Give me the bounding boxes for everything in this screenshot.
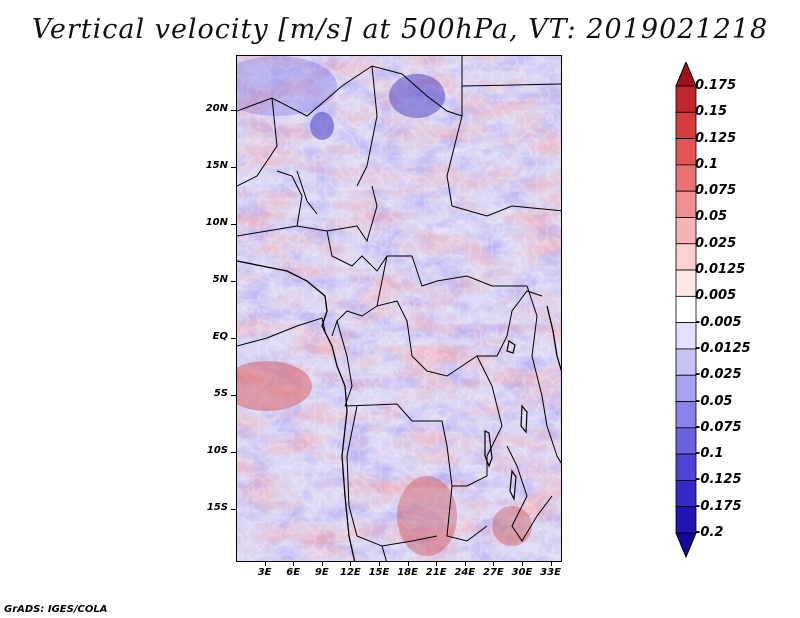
colorbar-segment	[675, 427, 697, 455]
lat-tick-mark	[231, 509, 236, 511]
colorbar-segment	[675, 111, 697, 139]
colorbar-tick-label: -0.175	[695, 498, 742, 514]
colorbar-tick-label: 0.05	[695, 209, 728, 225]
colorbar-segment	[675, 295, 697, 324]
colorbar-tick-label: -0.005	[695, 314, 742, 330]
lon-tick-mark	[493, 562, 495, 566]
lon-tick-label: 9E	[314, 567, 329, 578]
lon-tick-label: 33E	[540, 567, 561, 578]
lon-tick-label: 12E	[340, 567, 361, 578]
colorbar-tick-label: -0.1	[695, 446, 724, 462]
map-plot-area	[236, 55, 562, 562]
lon-tick-mark	[550, 562, 552, 566]
colorbar-segment	[675, 374, 697, 402]
colorbar-tick-label: 0.1	[695, 156, 719, 172]
colorbar-segment	[675, 138, 697, 166]
lon-tick-label: 18E	[397, 567, 418, 578]
colorbar-tick-label: -0.2	[695, 525, 724, 540]
colorbar-bottom-cap	[675, 532, 697, 559]
lon-tick-label: 24E	[454, 567, 476, 578]
colorbar-segment	[675, 506, 697, 534]
colorbar-top-cap	[675, 62, 697, 87]
lon-tick-label: 6E	[286, 567, 301, 578]
colorbar-segment	[675, 190, 697, 218]
lat-tick-mark	[231, 452, 236, 454]
lat-tick-label: 10N	[205, 217, 228, 228]
colorbar-tick-label: -0.075	[695, 419, 742, 435]
lon-tick-mark	[407, 562, 409, 566]
colorbar-tick-label: -0.0125	[695, 340, 751, 356]
colorbar-tick-label: 0.005	[695, 288, 737, 304]
colorbar-segment	[675, 480, 697, 508]
coastline	[237, 260, 561, 561]
lat-tick-label: 5S	[213, 388, 228, 400]
lat-tick-mark	[231, 224, 236, 225]
lon-tick-mark	[521, 562, 523, 566]
lon-tick-mark	[436, 562, 438, 566]
colorbar-segment	[675, 348, 697, 376]
lon-tick-label: 27E	[482, 567, 504, 578]
lon-tick-mark	[378, 562, 380, 566]
colorbar-segment	[675, 164, 697, 192]
colorbar-segment	[675, 453, 697, 481]
colorbar-tick-label: 0.175	[695, 78, 737, 93]
lakes	[484, 340, 528, 502]
lat-tick-mark	[231, 281, 236, 283]
colorbar-segment	[675, 243, 697, 271]
colorbar	[675, 62, 697, 559]
colorbar-tick-label: -0.025	[695, 367, 742, 383]
lat-tick-mark	[231, 166, 236, 168]
colorbar-segment	[675, 401, 697, 429]
colorbar-segment	[675, 85, 697, 113]
lat-tick-label: 15S	[206, 502, 228, 514]
lon-tick-mark	[321, 562, 323, 566]
lat-tick-label: 10S	[206, 445, 228, 457]
lon-tick-label: 21E	[425, 567, 447, 578]
lon-tick-mark	[464, 562, 466, 566]
lon-tick-label: 15E	[368, 567, 390, 578]
lat-tick-label: 5N	[212, 274, 228, 286]
colorbar-tick-label: 0.025	[695, 235, 737, 251]
colorbar-segment	[675, 217, 697, 245]
lat-tick-label: 20N	[205, 102, 228, 114]
colorbar-tick-label: -0.125	[695, 472, 742, 488]
colorbar-tick-label: -0.05	[695, 393, 733, 409]
colorbar-tick-label: 0.075	[695, 183, 737, 199]
colorbar-segment	[675, 269, 697, 297]
lon-tick-label: 30E	[511, 567, 533, 578]
lat-tick-mark	[231, 109, 236, 111]
chart-title: Vertical velocity [m/s] at 500hPa, VT: 2…	[31, 14, 769, 45]
lat-tick-label: EQ	[212, 331, 228, 343]
lat-tick-mark	[231, 338, 236, 340]
colorbar-segment	[675, 322, 697, 350]
vertical-velocity-field	[237, 56, 561, 561]
lon-tick-mark	[350, 562, 352, 566]
lon-tick-mark	[264, 562, 266, 566]
colorbar-tick-label: 0.125	[695, 130, 737, 146]
lat-tick-label: 15N	[205, 159, 228, 171]
colorbar-tick-label: 0.15	[695, 104, 728, 120]
lat-tick-mark	[231, 395, 236, 397]
grads-credit: GrADS: IGES/COLA	[4, 604, 108, 615]
lon-tick-mark	[293, 562, 295, 566]
colorbar-tick-label: 0.0125	[695, 262, 746, 278]
lon-tick-label: 3E	[257, 567, 272, 578]
